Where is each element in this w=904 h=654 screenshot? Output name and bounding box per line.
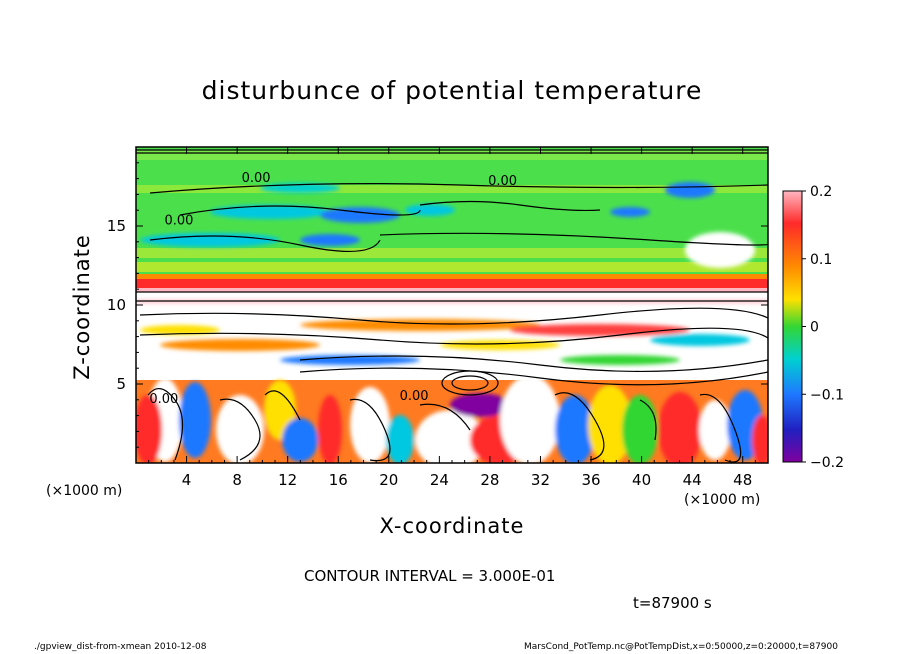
y-tick-label: 5 — [116, 375, 126, 393]
y-tick-label: 10 — [107, 296, 126, 314]
x-axis-ticks: 4 8 12 16 20 24 28 32 36 40 44 48 — [148, 147, 756, 489]
contour-labels: 0.00 0.00 0.00 0.00 0.00 — [149, 171, 517, 407]
x-tick-label: 48 — [733, 471, 752, 489]
colorbar-ticks: 0.2 0.1 0 −0.1 −0.2 — [802, 184, 844, 471]
x-tick-label: 44 — [683, 471, 702, 489]
x-tick-label: 40 — [632, 471, 651, 489]
contour-interval-note: CONTOUR INTERVAL = 3.000E-01 — [304, 567, 556, 585]
footer-right-text: MarsCond_PotTemp.nc@PotTempDist,x=0:5000… — [524, 642, 838, 652]
heatmap-field — [136, 147, 768, 463]
y-tick-label: 15 — [107, 217, 126, 235]
chart-title: disturbunce of potential temperature — [201, 76, 703, 105]
x-tick-label: 16 — [329, 471, 348, 489]
contour-label: 0.00 — [488, 174, 517, 189]
contour-label: 0.00 — [149, 392, 178, 407]
x-unit-label-right: (×1000 m) — [684, 492, 761, 508]
contour-label: 0.00 — [164, 213, 193, 228]
colorbar-tick-label: 0 — [810, 320, 819, 336]
x-tick-label: 20 — [379, 471, 398, 489]
colorbar — [782, 190, 803, 463]
footer-left-text: ./gpview_dist-from-xmean 2010-12-08 — [34, 642, 207, 652]
x-tick-label: 32 — [531, 471, 550, 489]
x-unit-label-left: (×1000 m) — [46, 483, 123, 499]
contour-lines — [136, 149, 768, 463]
colorbar-tick-label: 0.2 — [810, 184, 832, 200]
colorbar-tick-label: −0.1 — [810, 387, 844, 403]
y-axis-ticks: 5 10 15 — [107, 162, 768, 448]
x-tick-label: 4 — [182, 471, 192, 489]
time-label: t=87900 s — [633, 594, 712, 612]
x-tick-label: 36 — [581, 471, 600, 489]
x-tick-label: 28 — [480, 471, 499, 489]
colorbar-tick-label: 0.1 — [810, 252, 832, 268]
x-tick-label: 12 — [278, 471, 297, 489]
colorbar-tick-label: −0.2 — [810, 455, 844, 471]
x-tick-label: 8 — [232, 471, 242, 489]
x-axis-label: X-coordinate — [379, 514, 525, 538]
contour-label: 0.00 — [400, 389, 429, 404]
contour-label: 0.00 — [242, 171, 271, 186]
x-tick-label: 24 — [430, 471, 449, 489]
